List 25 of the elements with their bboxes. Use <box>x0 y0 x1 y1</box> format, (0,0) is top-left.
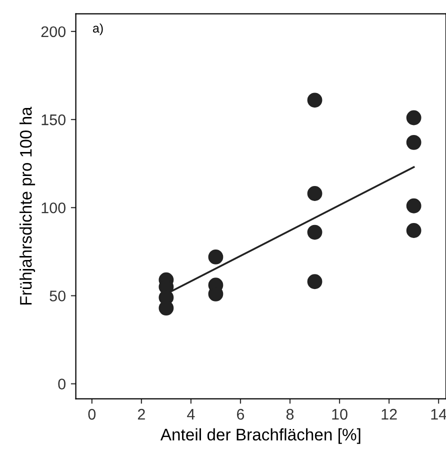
point <box>406 110 422 126</box>
x-tick-label: 10 <box>332 408 348 420</box>
x-axis-title: Anteil der Brachflächen [%] <box>160 428 360 444</box>
x-tick-label: 0 <box>88 408 96 420</box>
y-tick-label: 50 <box>50 290 66 302</box>
point <box>406 198 422 214</box>
point <box>307 92 322 108</box>
point <box>307 186 322 201</box>
x-tick-label: 6 <box>237 408 244 420</box>
y-tick-label: 0 <box>58 378 66 390</box>
y-axis-title: Frühjahrsdichte pro 100 ha <box>20 106 36 305</box>
x-tick-label: 12 <box>382 408 397 420</box>
point <box>406 134 422 150</box>
x-tick-label: 8 <box>286 408 294 420</box>
y-tick-label: 200 <box>41 26 66 38</box>
point <box>406 223 422 238</box>
point <box>158 300 174 316</box>
point <box>307 274 322 290</box>
x-tick-label: 2 <box>138 408 145 420</box>
annotation: a) <box>93 23 103 36</box>
y-tick-label: 150 <box>42 114 66 126</box>
point <box>208 249 224 264</box>
x-tick-label: 4 <box>187 409 195 420</box>
y-tick-label: 100 <box>42 202 66 214</box>
point <box>307 224 322 240</box>
